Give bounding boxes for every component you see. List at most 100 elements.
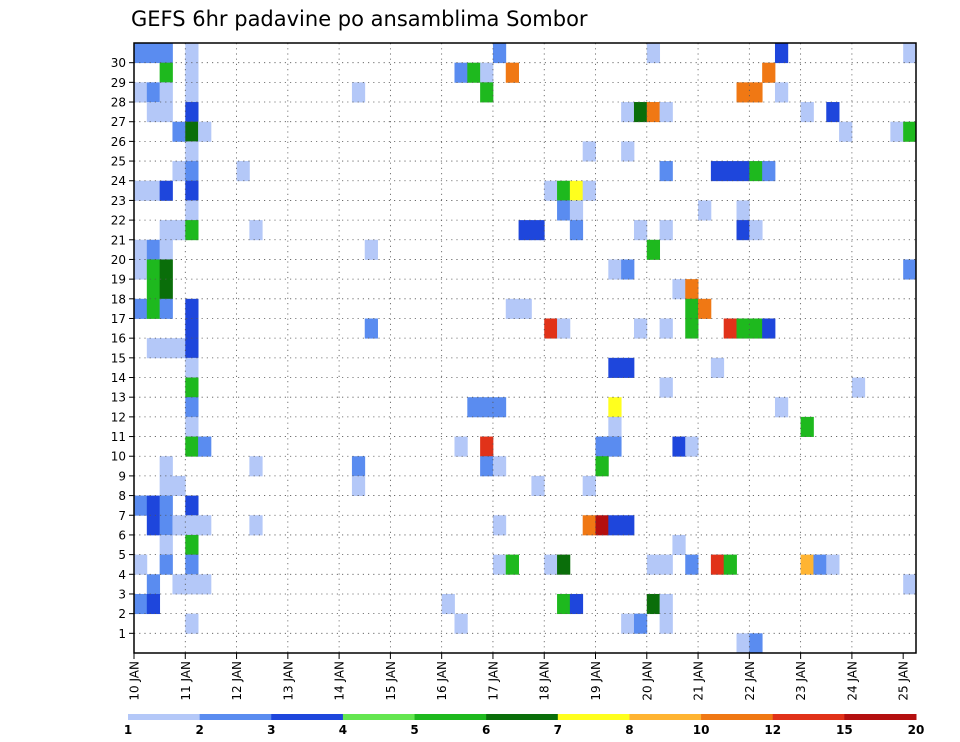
precip-cell (800, 102, 814, 123)
precip-cell (159, 338, 173, 359)
colorbar-swatch (701, 714, 774, 720)
precip-cell (351, 475, 366, 496)
precip-cell (710, 161, 725, 182)
precip-cell (826, 554, 840, 575)
precip-cell (185, 554, 199, 575)
y-tick-label: 7 (118, 509, 126, 523)
x-tick-label: 12 JAN (230, 661, 244, 701)
precip-cell (685, 436, 699, 457)
precip-cell (608, 397, 622, 418)
precip-cell (480, 82, 494, 103)
x-axis: 10 JAN 11 JAN 12 JAN 13 JAN 14 JAN 15 JAN 16 J… (128, 653, 911, 701)
precip-cell (672, 279, 686, 300)
precip-cell (544, 318, 558, 339)
precip-cell (198, 574, 212, 595)
precip-cell (505, 62, 519, 83)
precip-cell (185, 298, 199, 319)
precip-cell (557, 554, 571, 575)
colorbar-label: 15 (836, 723, 853, 737)
precip-cell (557, 200, 571, 221)
precip-cell (569, 200, 584, 221)
precip-cell (774, 82, 789, 103)
precip-cell (134, 554, 148, 575)
precip-cell (903, 574, 917, 595)
precip-cell (185, 43, 199, 64)
y-tick-label: 28 (111, 96, 126, 110)
colorbar-swatch (342, 714, 416, 720)
x-tick-label: 24 JAN (845, 661, 859, 701)
y-tick-label: 22 (111, 214, 126, 228)
x-tick-label: 20 JAN (640, 661, 654, 701)
y-tick-label: 10 (111, 450, 126, 464)
y-tick-label: 27 (111, 115, 126, 129)
precip-cell (621, 102, 635, 123)
precip-cell (544, 554, 558, 575)
precip-cell (134, 43, 148, 64)
precip-cell (595, 456, 609, 477)
y-tick-label: 14 (111, 371, 126, 385)
x-tick-label: 23 JAN (794, 661, 808, 701)
precip-cell (582, 180, 596, 201)
precip-cell (492, 456, 507, 477)
precip-cell (172, 121, 186, 142)
x-tick-label: 16 JAN (435, 661, 449, 701)
precip-cell (172, 515, 186, 536)
x-tick-label: 10 JAN (128, 661, 142, 701)
precip-cell (159, 259, 173, 280)
precip-cell (185, 82, 199, 103)
precip-cell (723, 554, 737, 575)
colorbar-label: 1 (124, 723, 132, 737)
precip-cell (146, 593, 161, 615)
precip-cell (185, 357, 199, 378)
y-tick-label: 15 (111, 351, 126, 365)
precip-cell (851, 377, 866, 398)
precip-cell (762, 318, 776, 339)
precip-cell (582, 515, 596, 536)
precip-cell (633, 613, 648, 634)
precip-cell (505, 298, 519, 319)
precip-cell (480, 436, 494, 457)
precip-cell (749, 82, 763, 103)
precip-cell (762, 161, 776, 182)
precip-cell (159, 279, 173, 300)
precip-cell (736, 633, 750, 654)
precip-cell (621, 259, 635, 280)
precip-cell (608, 436, 622, 457)
precip-cell (480, 397, 494, 418)
precip-cell (134, 298, 148, 319)
precip-cell (185, 200, 199, 221)
x-tick-label: 21 JAN (692, 661, 706, 701)
precip-cell (172, 161, 186, 182)
precip-cell (351, 82, 366, 103)
precip-cell (621, 141, 635, 162)
y-tick-label: 6 (118, 528, 126, 542)
precip-cell (172, 574, 186, 595)
y-tick-label: 4 (118, 568, 126, 582)
colorbar-swatch (557, 714, 630, 720)
precip-cell (608, 259, 622, 280)
precip-cell (595, 436, 609, 457)
precip-cell (633, 220, 648, 241)
precip-cell (826, 102, 840, 123)
precip-cell (749, 161, 763, 182)
precip-cell (146, 239, 161, 260)
y-tick-label: 23 (111, 194, 126, 208)
precip-cell (467, 62, 481, 83)
precip-cell (659, 161, 673, 182)
y-tick-label: 16 (111, 332, 126, 346)
precip-cell (159, 82, 173, 103)
precip-cell (544, 180, 558, 201)
colorbar-swatch (199, 714, 272, 720)
precip-cell (903, 121, 917, 142)
precip-cell (134, 180, 148, 201)
precip-cell (146, 279, 161, 300)
precip-cell (736, 200, 750, 221)
colorbar-label: 8 (625, 723, 633, 737)
precip-cell (557, 593, 571, 615)
precip-cell (198, 515, 212, 536)
precip-cell (582, 141, 596, 162)
precip-cell (146, 43, 161, 64)
precip-cell (800, 554, 814, 575)
precip-cell (364, 239, 378, 260)
y-tick-label: 26 (111, 135, 126, 149)
